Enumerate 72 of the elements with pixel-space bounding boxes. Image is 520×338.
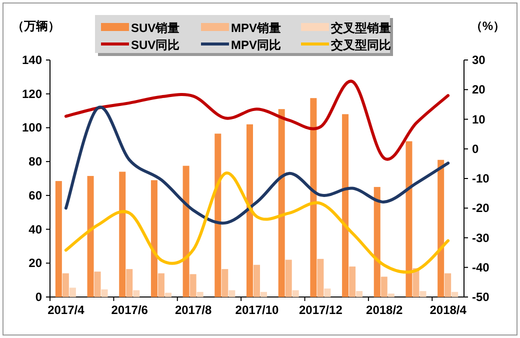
bar bbox=[380, 276, 388, 297]
bar bbox=[444, 273, 452, 297]
bar bbox=[119, 172, 126, 297]
bar bbox=[253, 264, 260, 297]
y2-tick-label: -20 bbox=[472, 201, 490, 216]
bar bbox=[222, 269, 228, 297]
bar bbox=[133, 290, 140, 297]
bar bbox=[452, 292, 458, 297]
bar bbox=[150, 180, 158, 297]
y-axis-title: （万辆） bbox=[12, 19, 60, 33]
legend-label: MPV同比 bbox=[231, 38, 282, 52]
bar bbox=[388, 294, 394, 297]
bar bbox=[349, 266, 356, 297]
bar bbox=[228, 290, 236, 297]
y2-tick-label: -10 bbox=[472, 172, 490, 186]
y2-tick-label: 20 bbox=[472, 82, 486, 97]
legend-label: 交叉型销量 bbox=[330, 21, 391, 35]
bar bbox=[420, 291, 426, 297]
y-tick-label: 40 bbox=[28, 222, 42, 236]
bar bbox=[126, 269, 133, 297]
y-tick-label: 140 bbox=[22, 53, 42, 67]
bar bbox=[324, 288, 331, 297]
y-tick-label: 0 bbox=[35, 290, 42, 304]
y-tick-label: 60 bbox=[28, 188, 42, 202]
y-tick-label: 120 bbox=[22, 86, 42, 101]
bar bbox=[87, 176, 94, 297]
bar bbox=[55, 181, 62, 297]
y2-tick-label: -40 bbox=[472, 260, 490, 274]
bar bbox=[94, 272, 101, 297]
bar bbox=[278, 109, 285, 297]
bar bbox=[406, 141, 412, 297]
x-tick-label: 2017/4 bbox=[48, 303, 85, 317]
y2-tick-label: 30 bbox=[472, 53, 486, 67]
bar bbox=[285, 260, 292, 297]
legend-label: 交叉型同比 bbox=[330, 38, 391, 52]
y-tick-label: 80 bbox=[28, 154, 42, 169]
bar bbox=[196, 292, 204, 297]
x-tick-label: 2017/6 bbox=[111, 303, 148, 317]
y2-axis-title: （%） bbox=[470, 19, 505, 33]
legend-label: SUV销量 bbox=[131, 21, 180, 35]
x-tick-label: 2017/12 bbox=[298, 303, 343, 317]
x-tick-label: 2018/4 bbox=[430, 303, 467, 317]
bar bbox=[356, 291, 363, 297]
legend-label: MPV销量 bbox=[231, 21, 282, 35]
line-series bbox=[64, 80, 450, 161]
bar bbox=[158, 273, 164, 297]
bar bbox=[182, 166, 190, 297]
x-tick-label: 2017/8 bbox=[174, 303, 212, 317]
bar bbox=[310, 98, 317, 297]
bar bbox=[342, 114, 349, 297]
y2-tick-label: 0 bbox=[472, 142, 479, 156]
y-tick-label: 100 bbox=[22, 120, 42, 135]
bar bbox=[62, 273, 69, 297]
bar bbox=[190, 274, 196, 297]
bar bbox=[101, 289, 108, 297]
y-tick-label: 20 bbox=[28, 256, 42, 270]
y2-tick-label: 10 bbox=[472, 112, 486, 126]
bar bbox=[374, 186, 380, 297]
y2-tick-label: -30 bbox=[472, 230, 490, 245]
x-tick-label: 2017/10 bbox=[235, 303, 280, 317]
bar bbox=[317, 258, 324, 297]
bar bbox=[438, 160, 444, 297]
line-series bbox=[64, 106, 450, 225]
x-tick-label: 2018/2 bbox=[366, 303, 404, 317]
bar bbox=[260, 292, 268, 297]
bar bbox=[69, 288, 76, 297]
legend-label: SUV同比 bbox=[131, 38, 180, 52]
bar bbox=[246, 124, 253, 297]
y2-tick-label: -50 bbox=[472, 290, 490, 304]
bar bbox=[164, 292, 172, 297]
bar bbox=[292, 290, 299, 297]
bar bbox=[214, 134, 222, 297]
